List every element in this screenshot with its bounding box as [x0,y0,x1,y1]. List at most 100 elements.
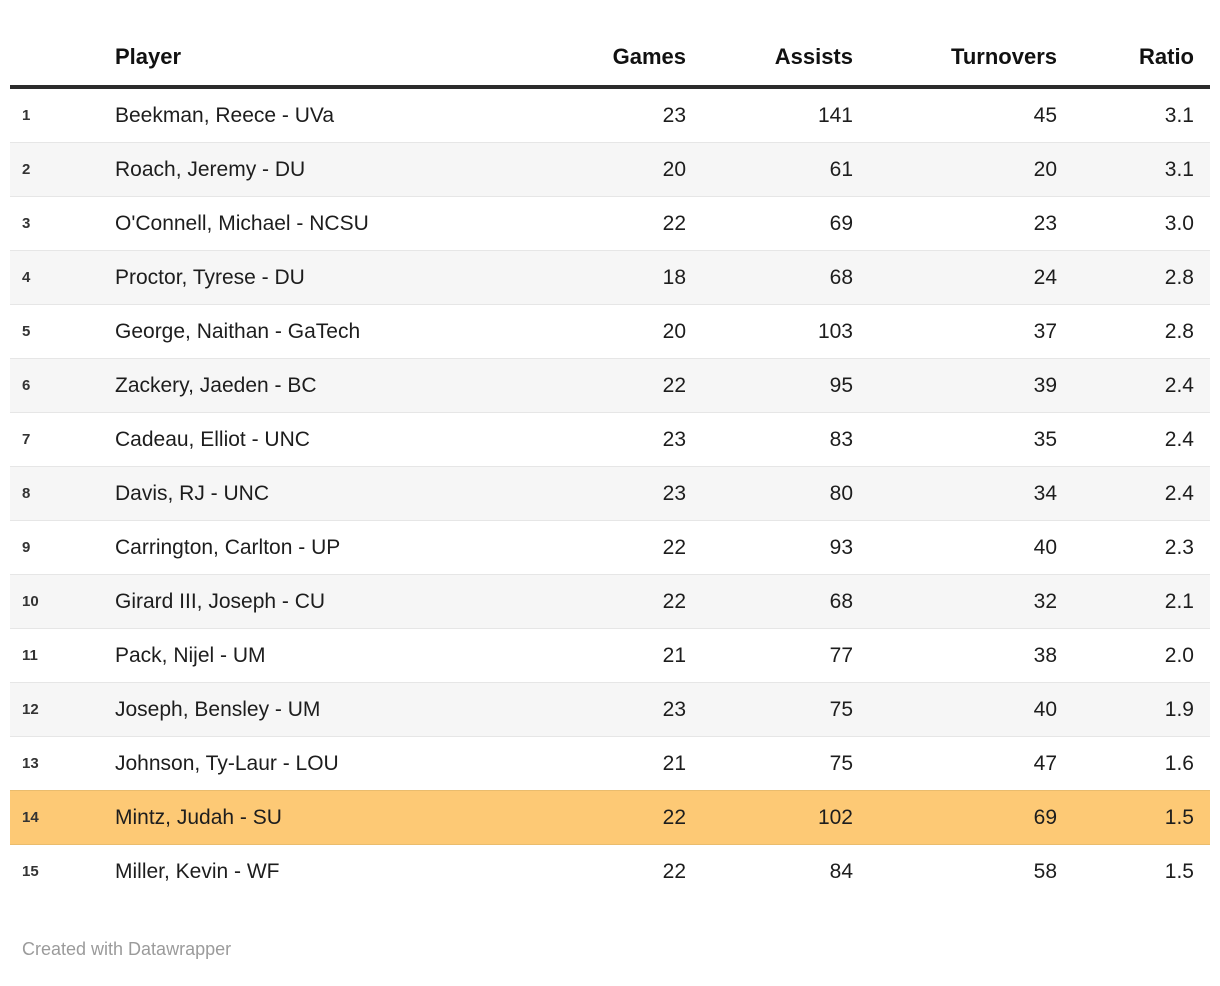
games-cell: 22 [662,373,686,397]
player-cell: Cadeau, Elliot - UNC [115,427,310,451]
player-cell: Girard III, Joseph - CU [115,589,326,613]
turnovers-cell: 39 [1033,373,1057,397]
turnovers-cell: 20 [1033,157,1057,181]
turnovers-cell: 38 [1033,643,1057,667]
table-row-highlighted: 14 Mintz, Judah - SU 22 102 69 1.5 [10,790,1210,845]
games-column-header: Games [575,0,702,89]
assists-cell: 68 [829,589,853,613]
table-row: 8 Davis, RJ - UNC 23 80 34 2.4 [10,466,1210,521]
ratio-cell: 3.0 [1164,211,1194,235]
rank-cell: 1 [22,107,31,124]
table-row: 15 Miller, Kevin - WF 22 84 58 1.5 [10,844,1210,899]
player-cell: Joseph, Bensley - UM [115,697,321,721]
ratio-cell: 2.4 [1164,481,1194,505]
table-row: 7 Cadeau, Elliot - UNC 23 83 35 2.4 [10,412,1210,467]
turnovers-cell: 69 [1033,805,1057,829]
turnovers-cell: 45 [1033,103,1057,127]
ratio-cell: 1.9 [1164,697,1194,721]
rank-cell: 15 [22,863,39,880]
ratio-cell: 2.8 [1164,265,1194,289]
table-row: 10 Girard III, Joseph - CU 22 68 32 2.1 [10,574,1210,629]
rank-cell: 10 [22,593,39,610]
ratio-column-header: Ratio [1073,0,1210,89]
rank-cell: 6 [22,377,31,394]
table-row: 6 Zackery, Jaeden - BC 22 95 39 2.4 [10,358,1210,413]
ratio-cell: 2.4 [1164,373,1194,397]
player-cell: Beekman, Reece - UVa [115,103,335,127]
ratio-cell: 2.4 [1164,427,1194,451]
assists-cell: 75 [829,697,853,721]
assists-cell: 61 [829,157,853,181]
rank-cell: 5 [22,323,31,340]
games-cell: 21 [662,643,686,667]
games-cell: 22 [662,535,686,559]
assists-cell: 80 [829,481,853,505]
games-cell: 22 [662,859,686,883]
rank-cell: 9 [22,539,31,556]
rank-cell: 7 [22,431,31,448]
assists-cell: 84 [829,859,853,883]
rank-cell: 11 [22,647,38,664]
table-row: 4 Proctor, Tyrese - DU 18 68 24 2.8 [10,250,1210,305]
table-row: 5 George, Naithan - GaTech 20 103 37 2.8 [10,304,1210,359]
ratio-cell: 1.5 [1164,805,1194,829]
table-body: 1 Beekman, Reece - UVa 23 141 45 3.1 2 Roach, J… [10,87,1210,898]
turnovers-cell: 40 [1033,697,1057,721]
ratio-cell: 1.6 [1164,751,1194,775]
table-row: 11 Pack, Nijel - UM 21 77 38 2.0 [10,628,1210,683]
table-row: 13 Johnson, Ty-Laur - LOU 21 75 47 1.6 [10,736,1210,791]
games-cell: 22 [662,805,686,829]
games-cell: 21 [662,751,686,775]
assists-cell: 77 [829,643,853,667]
rank-cell: 3 [22,215,31,232]
player-cell: Roach, Jeremy - DU [115,157,306,181]
assists-cell: 95 [829,373,853,397]
turnovers-cell: 40 [1033,535,1057,559]
rank-cell: 4 [22,269,31,286]
player-cell: O'Connell, Michael - NCSU [115,211,369,235]
rank-column-header [10,0,115,89]
assists-cell: 69 [829,211,853,235]
games-cell: 18 [662,265,686,289]
assists-cell: 83 [829,427,853,451]
table-row: 3 O'Connell, Michael - NCSU 22 69 23 3.0 [10,196,1210,251]
turnovers-cell: 34 [1033,481,1057,505]
table-row: 2 Roach, Jeremy - DU 20 61 20 3.1 [10,142,1210,197]
player-cell: Pack, Nijel - UM [115,643,266,667]
turnovers-cell: 47 [1033,751,1057,775]
turnovers-cell: 23 [1033,211,1057,235]
rank-cell: 2 [22,161,31,178]
games-cell: 20 [662,157,686,181]
assists-cell: 75 [829,751,853,775]
player-cell: Johnson, Ty-Laur - LOU [115,751,339,775]
games-cell: 22 [662,211,686,235]
table-row: 1 Beekman, Reece - UVa 23 141 45 3.1 [10,87,1210,143]
rank-cell: 14 [22,809,39,826]
assists-cell: 93 [829,535,853,559]
games-cell: 23 [662,427,686,451]
turnovers-cell: 24 [1033,265,1057,289]
turnovers-cell: 35 [1033,427,1057,451]
player-cell: George, Naithan - GaTech [115,319,361,343]
ratio-cell: 2.3 [1164,535,1194,559]
player-cell: Proctor, Tyrese - DU [115,265,305,289]
stats-table: Player Games Assists Turnovers Ratio 1 Be… [10,0,1210,898]
games-cell: 20 [662,319,686,343]
rank-cell: 8 [22,485,31,502]
ratio-cell: 1.5 [1164,859,1194,883]
table-row: 9 Carrington, Carlton - UP 22 93 40 2.3 [10,520,1210,575]
turnovers-column-header: Turnovers [869,0,1073,89]
player-cell: Zackery, Jaeden - BC [115,373,317,397]
ratio-cell: 2.1 [1164,589,1194,613]
games-cell: 22 [662,589,686,613]
ratio-cell: 3.1 [1164,157,1194,181]
player-cell: Miller, Kevin - WF [115,859,280,883]
games-cell: 23 [662,697,686,721]
table-row: 12 Joseph, Bensley - UM 23 75 40 1.9 [10,682,1210,737]
player-cell: Mintz, Judah - SU [115,805,282,829]
assists-cell: 102 [817,805,853,829]
datawrapper-credit: Created with Datawrapper [22,939,232,959]
assists-cell: 141 [817,103,853,127]
assists-cell: 103 [817,319,853,343]
